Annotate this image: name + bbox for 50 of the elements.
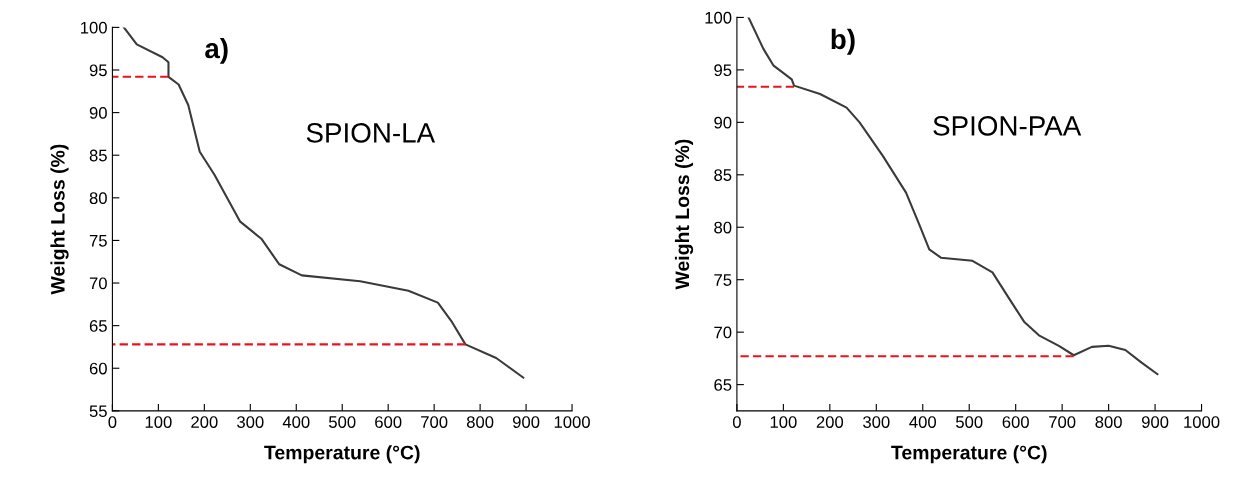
y-tick-label: 95 (714, 64, 732, 77)
y-axis-title: Weight Loss (%) (674, 139, 694, 290)
y-tick-label: 65 (714, 379, 732, 391)
x-tick-label: 0 (732, 416, 741, 428)
y-tick-label: 85 (714, 169, 732, 181)
y-tick-label: 85 (89, 149, 107, 162)
x-tick-label: 600 (1002, 416, 1029, 428)
y-tick-label: 80 (714, 221, 732, 234)
y-tick-label: 70 (89, 277, 107, 290)
line-series (122, 27, 525, 379)
y-tick-label: 65 (89, 320, 107, 332)
y-tick-label: 90 (714, 116, 732, 129)
x-tick-label: 500 (328, 416, 356, 428)
x-tick-label: 700 (421, 416, 448, 428)
line-series (747, 17, 1159, 376)
x-tick-label: 300 (237, 416, 264, 428)
x-axis-title: Temperature (°C) (264, 445, 420, 464)
y-tick-label: 75 (714, 274, 732, 286)
y-tick-label: 90 (89, 107, 107, 119)
x-tick-label: 400 (909, 416, 937, 428)
y-tick-label: 60 (89, 362, 107, 375)
x-tick-label: 200 (191, 416, 218, 428)
y-tick-label: 70 (714, 326, 732, 339)
x-tick-label: 900 (1141, 416, 1169, 428)
x-tick-label: 500 (955, 416, 983, 428)
x-axis-title: Temperature (°C) (891, 445, 1047, 464)
y-tick-label: 95 (89, 64, 107, 77)
x-tick-label: 200 (816, 416, 844, 428)
x-tick-label: 400 (282, 416, 310, 428)
x-tick-label: 600 (375, 416, 402, 428)
x-tick-label: 900 (512, 416, 540, 428)
annotation: SPION-LA (306, 123, 436, 143)
x-tick-label: 800 (466, 416, 494, 428)
x-tick-label: 0 (108, 416, 117, 428)
y-axis-title: Weight Loss (%) (50, 144, 69, 295)
y-tick-label: 75 (89, 235, 107, 247)
x-tick-label: 700 (1049, 416, 1076, 428)
y-tick-label: 55 (89, 405, 107, 418)
x-tick-label: 1000 (1184, 416, 1220, 428)
annotation: b) (831, 28, 855, 55)
x-tick-label: 1000 (554, 416, 590, 428)
x-tick-label: 300 (863, 416, 890, 428)
y-tick-label: 80 (89, 192, 107, 205)
x-tick-label: 800 (1095, 416, 1122, 428)
x-tick-label: 100 (770, 416, 797, 428)
x-tick-label: 100 (145, 416, 172, 428)
y-tick-label: 100 (705, 11, 732, 24)
annotation: SPION-PAA (933, 116, 1082, 136)
y-tick-label: 100 (81, 21, 107, 34)
annotation: a) (205, 37, 228, 64)
